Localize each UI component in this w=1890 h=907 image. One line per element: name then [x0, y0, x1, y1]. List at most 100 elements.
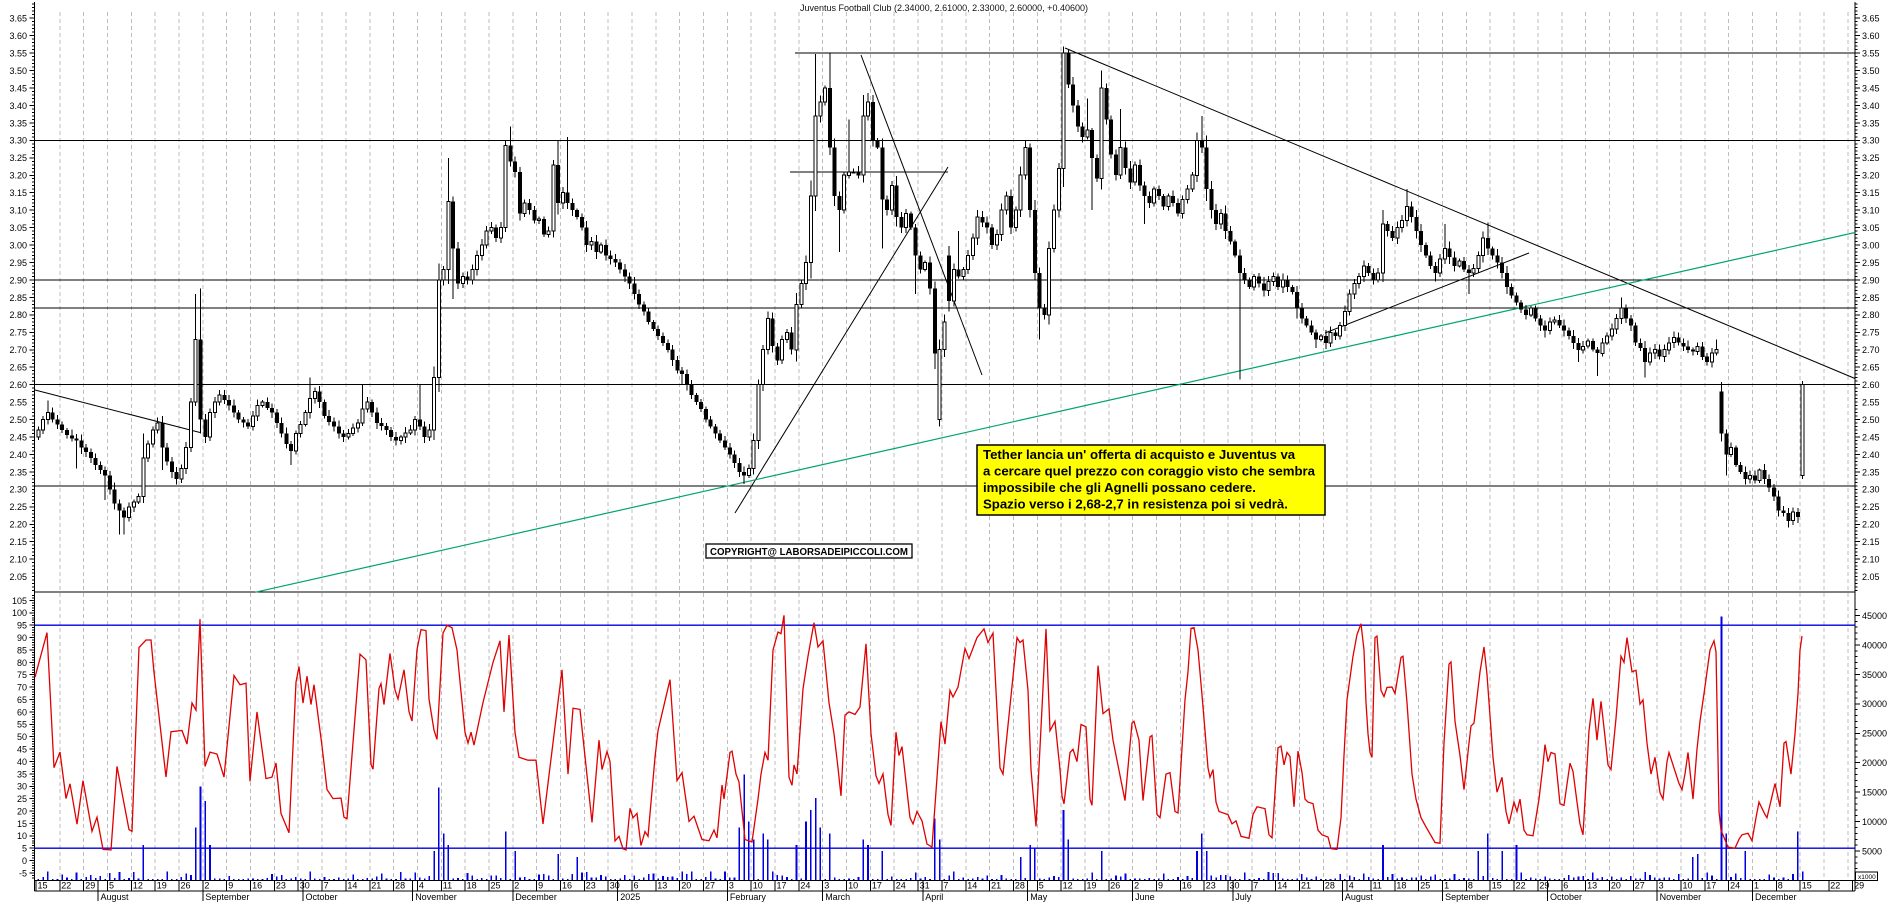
svg-text:28: 28 [1015, 881, 1025, 891]
svg-text:5: 5 [109, 881, 114, 891]
svg-text:15: 15 [38, 881, 48, 891]
svg-text:105: 105 [12, 596, 27, 606]
svg-text:5: 5 [22, 844, 27, 854]
svg-text:COPYRIGHT@ LABORSADEIPICCOLI.C: COPYRIGHT@ LABORSADEIPICCOLI.COM [710, 547, 908, 558]
svg-text:March: March [825, 892, 850, 902]
svg-text:3.45: 3.45 [9, 83, 27, 93]
svg-text:5000: 5000 [1862, 846, 1882, 856]
svg-text:28: 28 [1325, 881, 1335, 891]
svg-text:3.20: 3.20 [9, 171, 27, 181]
svg-text:15000: 15000 [1862, 788, 1887, 798]
svg-text:20: 20 [681, 881, 691, 891]
svg-text:2.10: 2.10 [9, 555, 27, 565]
svg-text:16: 16 [252, 881, 262, 891]
svg-text:22: 22 [1516, 881, 1526, 891]
svg-text:2.50: 2.50 [1862, 415, 1880, 425]
svg-text:9: 9 [228, 881, 233, 891]
svg-text:2.85: 2.85 [9, 293, 27, 303]
svg-text:27: 27 [1635, 881, 1645, 891]
svg-text:16: 16 [562, 881, 572, 891]
svg-text:31: 31 [920, 881, 930, 891]
svg-text:2.35: 2.35 [1862, 467, 1880, 477]
svg-text:October: October [306, 892, 338, 902]
svg-text:22: 22 [1830, 881, 1840, 891]
svg-text:2.65: 2.65 [1862, 363, 1880, 373]
svg-text:17: 17 [872, 881, 882, 891]
svg-text:2.90: 2.90 [9, 275, 27, 285]
svg-text:September: September [1445, 892, 1489, 902]
svg-text:3.50: 3.50 [1862, 66, 1880, 76]
svg-text:3.60: 3.60 [9, 31, 27, 41]
svg-text:100: 100 [12, 608, 27, 618]
svg-text:April: April [925, 892, 943, 902]
svg-text:September: September [205, 892, 249, 902]
svg-text:a cercare quel prezzo con cora: a cercare quel prezzo con coraggio visto… [983, 464, 1316, 479]
svg-text:95: 95 [17, 621, 27, 631]
svg-text:5: 5 [1039, 881, 1044, 891]
svg-text:15: 15 [1802, 881, 1812, 891]
svg-text:20000: 20000 [1862, 758, 1887, 768]
svg-text:40: 40 [17, 757, 27, 767]
svg-text:August: August [1345, 892, 1374, 902]
svg-text:24: 24 [800, 881, 810, 891]
svg-text:2: 2 [514, 881, 519, 891]
svg-text:July: July [1235, 892, 1252, 902]
svg-text:70: 70 [17, 683, 27, 693]
svg-text:3.05: 3.05 [9, 223, 27, 233]
svg-text:3.25: 3.25 [9, 153, 27, 163]
svg-text:18: 18 [467, 881, 477, 891]
svg-text:impossibile che gli Agnelli po: impossibile che gli Agnelli possano cede… [983, 480, 1256, 495]
svg-text:2.60: 2.60 [9, 380, 27, 390]
svg-text:3.15: 3.15 [9, 188, 27, 198]
svg-text:2.75: 2.75 [9, 328, 27, 338]
svg-text:0: 0 [22, 856, 27, 866]
svg-text:3.20: 3.20 [1862, 171, 1880, 181]
svg-text:2.05: 2.05 [1862, 572, 1880, 582]
svg-text:45: 45 [17, 745, 27, 755]
svg-text:3.65: 3.65 [1862, 14, 1880, 24]
svg-text:3: 3 [729, 881, 734, 891]
svg-text:14: 14 [967, 881, 977, 891]
svg-text:30: 30 [17, 782, 27, 792]
svg-text:30000: 30000 [1862, 699, 1887, 709]
svg-text:November: November [415, 892, 457, 902]
svg-text:9: 9 [1158, 881, 1163, 891]
svg-text:7: 7 [324, 881, 329, 891]
svg-text:85: 85 [17, 645, 27, 655]
svg-text:10000: 10000 [1862, 817, 1887, 827]
svg-text:23: 23 [276, 881, 286, 891]
svg-text:15: 15 [17, 819, 27, 829]
svg-text:3.00: 3.00 [9, 240, 27, 250]
svg-text:10: 10 [848, 881, 858, 891]
svg-text:3.45: 3.45 [1862, 83, 1880, 93]
svg-text:22: 22 [61, 881, 71, 891]
svg-text:Spazio verso i 2,68-2,7 in res: Spazio verso i 2,68-2,7 in resistenza po… [983, 497, 1288, 512]
svg-text:18: 18 [1396, 881, 1406, 891]
svg-text:2.45: 2.45 [9, 432, 27, 442]
svg-text:14: 14 [347, 881, 357, 891]
svg-text:October: October [1550, 892, 1582, 902]
svg-text:2.05: 2.05 [9, 572, 27, 582]
svg-text:7: 7 [1253, 881, 1258, 891]
svg-text:Juventus Football Club (2.3400: Juventus Football Club (2.34000, 2.61000… [800, 3, 1088, 13]
svg-text:29: 29 [85, 881, 95, 891]
svg-text:12: 12 [133, 881, 143, 891]
svg-text:29: 29 [1854, 881, 1864, 891]
svg-text:2.30: 2.30 [1862, 485, 1880, 495]
svg-text:3.40: 3.40 [9, 101, 27, 111]
svg-text:90: 90 [17, 633, 27, 643]
svg-text:30: 30 [300, 881, 310, 891]
svg-text:3.30: 3.30 [1862, 136, 1880, 146]
svg-text:3.65: 3.65 [9, 14, 27, 24]
svg-text:2.75: 2.75 [1862, 328, 1880, 338]
svg-text:2.20: 2.20 [1862, 520, 1880, 530]
svg-text:2.80: 2.80 [1862, 310, 1880, 320]
svg-text:60: 60 [17, 707, 27, 717]
svg-text:17: 17 [1706, 881, 1716, 891]
svg-text:20: 20 [17, 806, 27, 816]
svg-text:23: 23 [1206, 881, 1216, 891]
svg-text:8: 8 [1778, 881, 1783, 891]
svg-text:10: 10 [753, 881, 763, 891]
svg-text:2.55: 2.55 [9, 398, 27, 408]
svg-text:3.05: 3.05 [1862, 223, 1880, 233]
